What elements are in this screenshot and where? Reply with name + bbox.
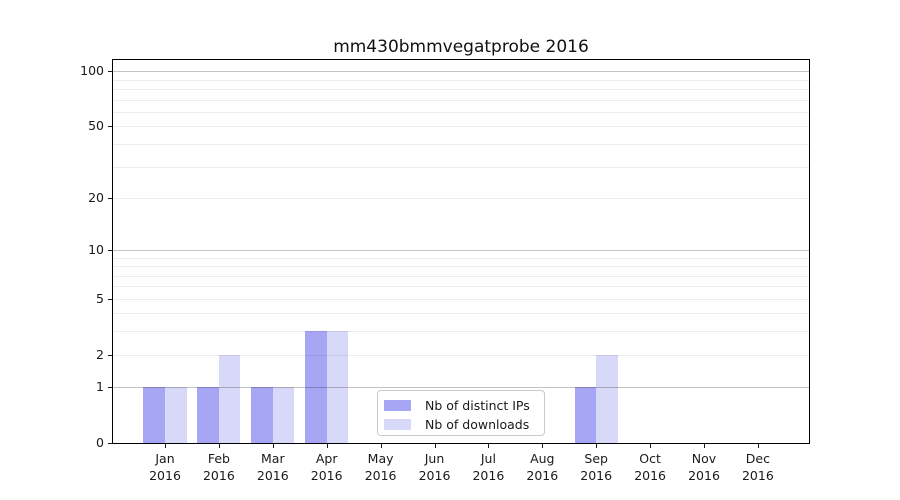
x-tick-label-apr: Apr 2016: [310, 451, 343, 483]
x-tick-mark-mar: [272, 444, 274, 448]
y-gridline-4: [113, 313, 809, 315]
bar-nb-of-downloads-mar: [272, 387, 295, 443]
y-tick-mark-2: [108, 354, 112, 356]
bar-nb-of-distinct-ips-sep: [574, 387, 597, 443]
x-tick-label-sep: Sep 2016: [580, 451, 613, 483]
y-gridline-3: [113, 331, 809, 333]
x-tick-label-jan: Jan 2016: [149, 451, 181, 483]
y-gridline-50: [113, 126, 809, 128]
x-tick-label-jul: Jul 2016: [472, 451, 505, 483]
x-tick-mark-apr: [326, 444, 328, 448]
legend-row-downloads: Nb of downloads: [384, 415, 544, 434]
y-gridline-80: [113, 89, 809, 91]
x-tick-mark-aug: [542, 444, 544, 448]
x-tick-label-may: May 2016: [364, 451, 397, 483]
x-tick-mark-oct: [650, 444, 652, 448]
y-tick-label-5: 5: [96, 290, 104, 306]
x-tick-mark-nov: [704, 444, 705, 448]
bar-nb-of-downloads-apr: [326, 331, 349, 443]
y-tick-mark-1: [108, 387, 112, 389]
bar-nb-of-downloads-sep: [596, 354, 618, 443]
y-tick-mark-50: [108, 126, 112, 128]
x-tick-mark-jul: [488, 444, 490, 448]
x-tick-label-dec: Dec 2016: [741, 451, 774, 483]
y-gridline-100: [113, 71, 809, 73]
chart-title: mm430bmmvegatprobe 2016: [333, 37, 589, 57]
y-tick-mark-5: [108, 298, 112, 300]
x-tick-label-jun: Jun 2016: [418, 451, 451, 483]
y-gridline-6: [113, 286, 809, 288]
y-gridline-90: [113, 79, 809, 81]
y-gridline-20: [113, 197, 809, 199]
y-tick-label-0: 0: [96, 435, 104, 450]
y-gridline-30: [113, 166, 809, 168]
y-gridline-10: [113, 249, 809, 251]
x-tick-label-feb: Feb 2016: [202, 451, 235, 483]
x-tick-label-nov: Nov 2016: [688, 451, 720, 483]
legend-swatch-distinct-ips: [384, 400, 411, 411]
y-gridline-5: [113, 298, 809, 300]
y-gridline-70: [113, 99, 809, 101]
y-tick-label-2: 2: [96, 346, 104, 362]
y-gridline-2: [113, 354, 809, 356]
x-tick-label-aug: Aug 2016: [526, 451, 559, 483]
x-tick-mark-feb: [218, 444, 220, 448]
x-tick-mark-sep: [596, 444, 598, 448]
y-tick-mark-100: [108, 71, 112, 73]
plot-area: [112, 59, 810, 444]
legend-label-distinct-ips: Nb of distinct IPs: [425, 398, 530, 413]
x-tick-mark-dec: [757, 444, 759, 448]
x-tick-label-oct: Oct 2016: [634, 451, 666, 483]
x-tick-mark-jun: [434, 444, 436, 448]
bar-nb-of-downloads-feb: [218, 354, 241, 443]
y-tick-label-100: 100: [80, 63, 104, 79]
legend-label-downloads: Nb of downloads: [425, 417, 530, 432]
y-tick-label-20: 20: [88, 189, 104, 205]
bar-nb-of-downloads-jan: [165, 387, 187, 443]
bar-nb-of-distinct-ips-mar: [251, 387, 273, 443]
legend-swatch-downloads: [384, 419, 411, 430]
bar-nb-of-distinct-ips-feb: [197, 387, 219, 443]
y-tick-mark-0: [108, 443, 112, 444]
y-gridline-1: [113, 387, 809, 389]
y-tick-mark-10: [108, 249, 112, 251]
bar-nb-of-distinct-ips-jan: [143, 387, 165, 443]
legend: Nb of distinct IPs Nb of downloads: [377, 390, 545, 436]
x-tick-mark-jan: [165, 444, 166, 448]
y-tick-label-10: 10: [88, 241, 104, 257]
y-gridline-9: [113, 257, 809, 259]
y-gridline-60: [113, 112, 809, 114]
legend-row-distinct-ips: Nb of distinct IPs: [384, 396, 544, 415]
y-gridline-40: [113, 144, 809, 146]
x-tick-label-mar: Mar 2016: [256, 451, 289, 483]
y-gridline-8: [113, 266, 809, 268]
bar-nb-of-distinct-ips-apr: [305, 331, 327, 443]
y-tick-label-1: 1: [96, 379, 104, 395]
y-tick-label-50: 50: [88, 118, 104, 134]
y-gridline-7: [113, 275, 809, 277]
y-tick-mark-20: [108, 197, 112, 199]
x-tick-mark-may: [380, 444, 382, 448]
